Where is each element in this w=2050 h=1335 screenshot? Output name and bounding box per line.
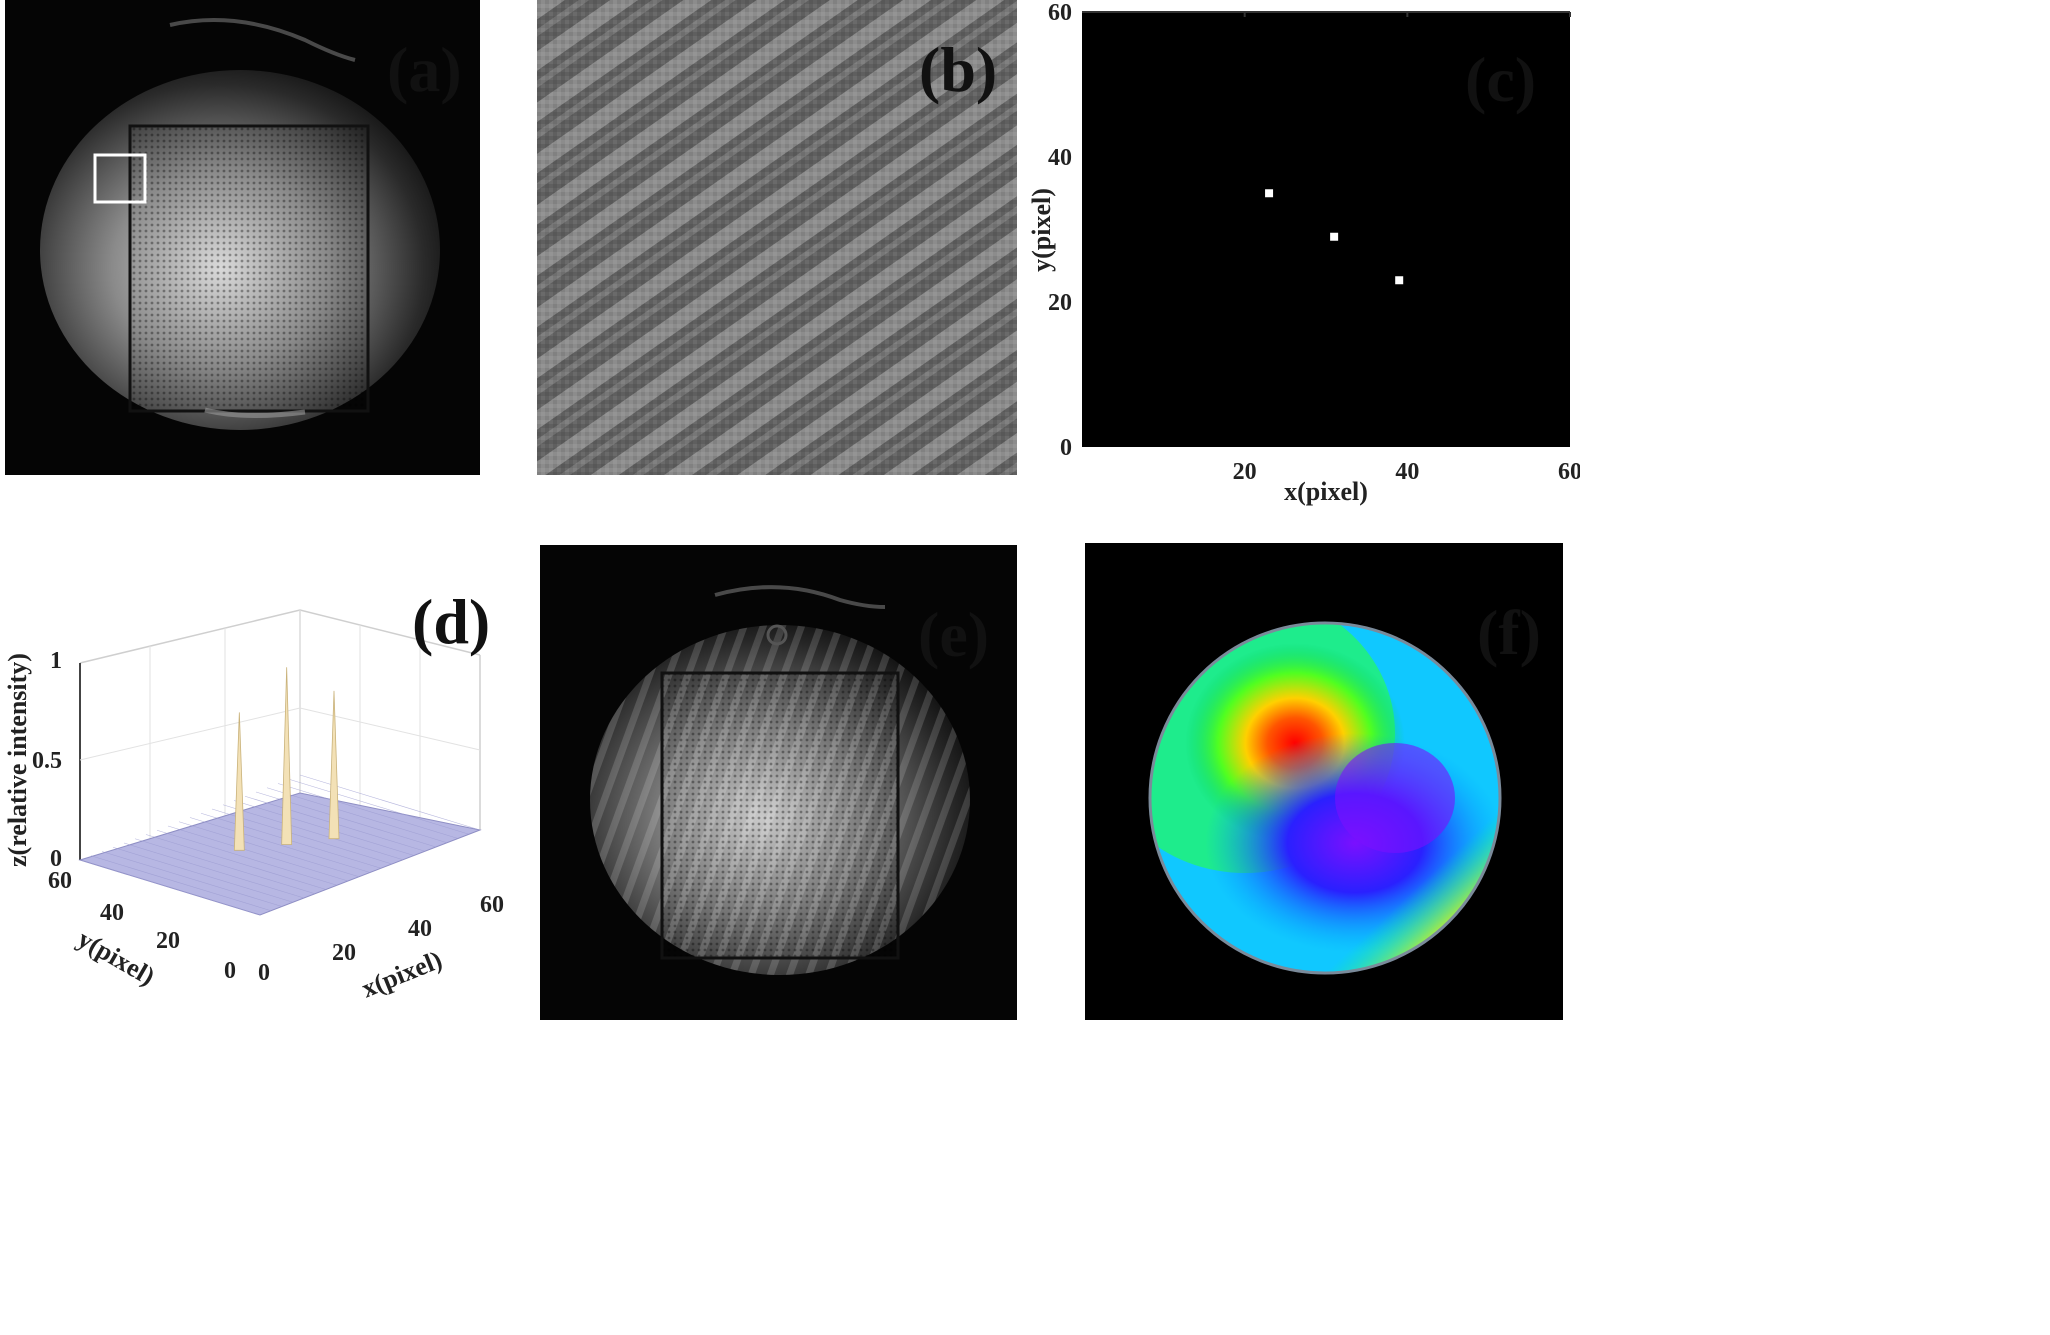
roi-box xyxy=(93,153,147,204)
x-axis-label: x(pixel) xyxy=(358,945,447,1003)
panel-label: (a) xyxy=(387,34,462,105)
panel-f: (f) xyxy=(1085,543,1563,1020)
panel-label: (e) xyxy=(918,599,990,670)
panel-a: (a) xyxy=(5,0,480,475)
panel-label: (c) xyxy=(1465,44,1537,115)
data-point xyxy=(1330,232,1339,241)
z-tick: 0 xyxy=(50,846,62,872)
z-tick: 0.5 xyxy=(32,748,62,774)
x-axis-label: x(pixel) xyxy=(1284,477,1368,506)
x-tick: 60 xyxy=(480,892,504,918)
y-tick-label: 20 xyxy=(1048,290,1072,316)
panel-c: 20 40 60 0 20 40 60 x(pixel) y(pixel) (c) xyxy=(1020,0,2050,520)
y-tick: 40 xyxy=(100,900,124,926)
y-tick-label: 0 xyxy=(1060,435,1072,461)
panel-b: (b) xyxy=(537,0,1017,475)
panel-e-image xyxy=(590,585,970,975)
data-point xyxy=(1265,189,1274,198)
panel-label: (f) xyxy=(1477,597,1541,668)
z-tick: 1 xyxy=(50,648,62,674)
scatter-chart: 20 40 60 0 20 40 60 x(pixel) y(pixel) xyxy=(1027,0,1582,506)
x-tick-label: 40 xyxy=(1395,459,1419,485)
x-tick-label: 20 xyxy=(1233,459,1257,485)
panel-d: 1 0.5 0 60 40 20 0 0 20 40 60 z(relative… xyxy=(0,570,520,1010)
plot-area xyxy=(1082,12,1570,447)
panel-b-image xyxy=(537,0,1017,475)
intensity-peak xyxy=(328,690,340,840)
intensity-peak xyxy=(233,712,245,851)
panel-f-image xyxy=(1148,621,1502,975)
panel-a-image xyxy=(40,18,440,430)
intensity-peak xyxy=(281,667,293,845)
x-tick: 20 xyxy=(332,940,356,966)
surface-chart: 1 0.5 0 60 40 20 0 0 20 40 60 z(relative… xyxy=(3,609,504,1003)
panel-label: (b) xyxy=(919,34,998,105)
y-tick-label: 40 xyxy=(1048,145,1072,171)
y-tick: 60 xyxy=(48,868,72,894)
data-point xyxy=(1395,276,1404,285)
x-tick: 0 xyxy=(258,960,270,986)
y-axis-label: y(pixel) xyxy=(73,924,160,991)
x-tick: 40 xyxy=(408,916,432,942)
panel-e: (e) xyxy=(540,545,1017,1020)
y-tick-label: 60 xyxy=(1048,0,1072,26)
y-tick: 0 xyxy=(224,958,236,984)
panel-label: (d) xyxy=(412,586,491,657)
y-tick: 20 xyxy=(156,928,180,954)
x-tick-label: 60 xyxy=(1558,459,1580,485)
z-axis-label: z(relative intensity) xyxy=(3,653,32,867)
y-axis-label: y(pixel) xyxy=(1027,188,1056,272)
